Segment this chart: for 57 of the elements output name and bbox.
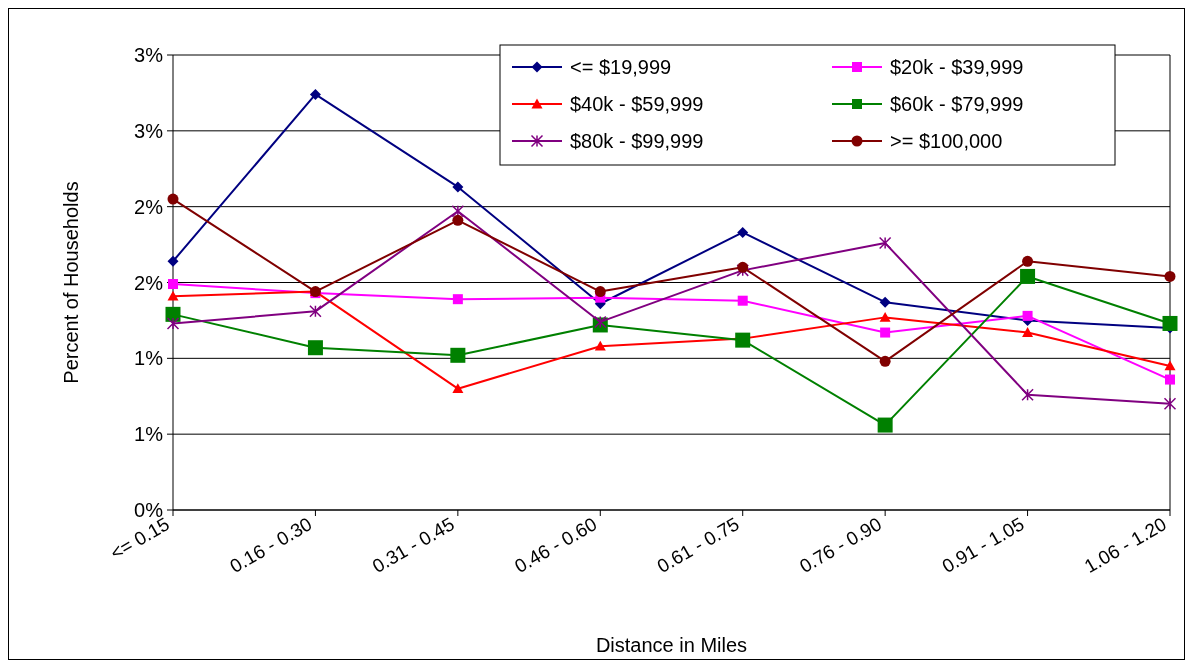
point	[877, 417, 893, 433]
y-tick-label: 1%	[134, 423, 164, 446]
point	[1021, 388, 1034, 401]
x-tick-label: 0.16 - 0.30	[226, 513, 316, 577]
legend-label: $20k - $39,999	[890, 56, 1024, 78]
y-tick-label: 1%	[134, 347, 164, 370]
point	[878, 236, 892, 250]
x-tick-label: 0.76 - 0.90	[795, 513, 886, 577]
point	[452, 294, 463, 305]
legend-label: <= $19,999	[570, 56, 672, 78]
point	[1022, 327, 1034, 337]
y-tick-label: 3%	[134, 119, 164, 142]
legend-label: >= $100,000	[890, 130, 1003, 152]
point	[594, 315, 607, 329]
point	[307, 340, 323, 356]
point	[166, 317, 180, 330]
point	[309, 305, 322, 318]
legend-label: $80k - $99,999	[570, 130, 704, 152]
point	[879, 296, 891, 308]
point	[1164, 360, 1176, 371]
legend-label: $60k - $79,999	[890, 93, 1024, 115]
x-axis-title: Distance in Miles	[595, 634, 748, 656]
point	[452, 181, 464, 193]
point	[737, 295, 748, 306]
point	[168, 279, 178, 290]
point	[737, 261, 749, 273]
point	[735, 332, 751, 348]
point	[1162, 315, 1178, 331]
point	[1163, 397, 1177, 411]
point	[452, 383, 464, 394]
point	[879, 355, 891, 367]
y-tick-label: 2%	[134, 195, 164, 218]
point	[451, 204, 465, 218]
point	[452, 214, 464, 226]
point	[167, 290, 179, 301]
point	[1022, 255, 1034, 267]
y-axis-title: Percent of Households	[60, 181, 82, 384]
x-tick-label: 0.46 - 0.60	[511, 513, 601, 577]
y-tick-label: 3%	[134, 44, 164, 66]
point	[1022, 310, 1033, 321]
x-tick-label: 0.61 - 0.75	[653, 513, 743, 577]
point	[594, 340, 606, 351]
x-tick-label: 0.31 - 0.45	[368, 513, 458, 577]
point	[167, 255, 179, 267]
point	[594, 286, 606, 298]
point	[1164, 270, 1176, 282]
point	[737, 226, 749, 238]
point	[1165, 374, 1175, 385]
point	[450, 347, 466, 363]
y-tick-label: 2%	[134, 271, 164, 294]
point	[879, 311, 891, 322]
point	[309, 88, 321, 100]
point	[880, 327, 891, 338]
point	[1020, 268, 1036, 284]
x-tick-label: 1.06 - 1.20	[1080, 513, 1170, 577]
x-tick-label: 0.91 - 1.05	[938, 513, 1028, 577]
legend-label: $40k - $59,999	[570, 93, 704, 115]
